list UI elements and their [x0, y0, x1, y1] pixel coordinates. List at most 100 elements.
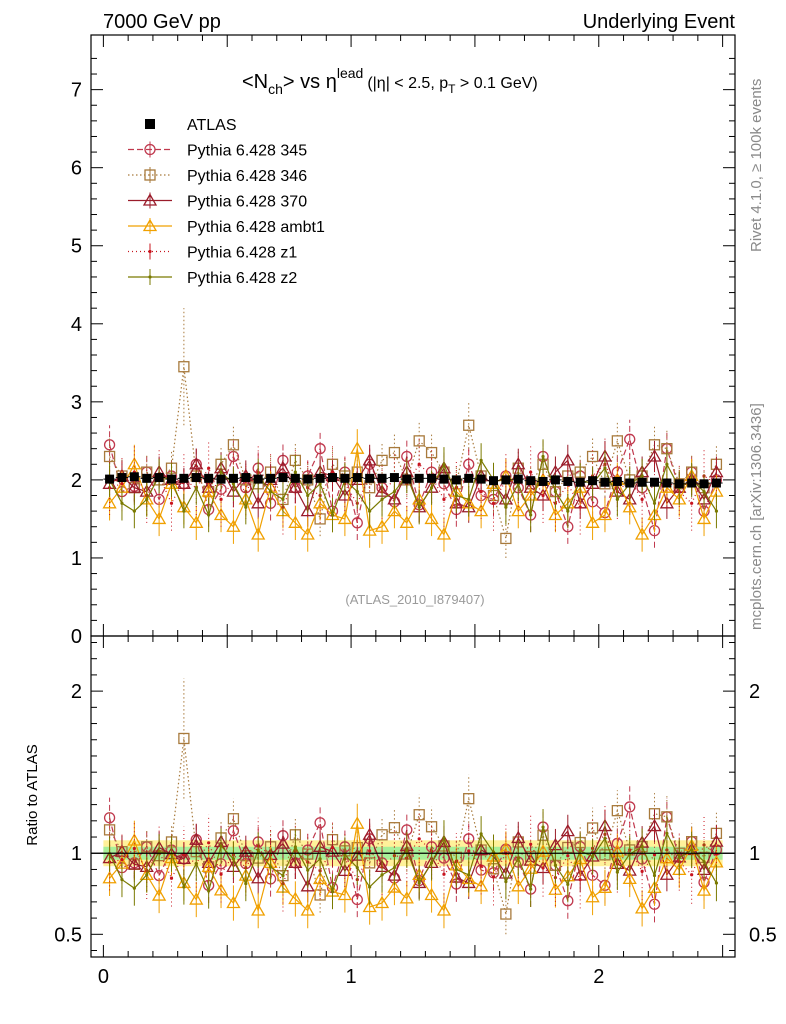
data-point	[566, 509, 570, 513]
main-y-tick-label: 3	[71, 392, 82, 414]
ratio-point	[207, 841, 211, 845]
ratio-y-tick-label: 1	[71, 843, 82, 865]
legend-marker	[142, 193, 158, 206]
ratio-point	[268, 865, 273, 869]
reference-point	[575, 477, 585, 487]
ratio-point	[590, 854, 595, 859]
ratio-point	[405, 848, 409, 852]
reference-point	[154, 473, 164, 483]
reference-point	[253, 474, 263, 484]
ratio-point	[634, 901, 650, 914]
data-point	[330, 513, 335, 517]
reference-point	[489, 476, 498, 486]
ratio-point	[194, 862, 198, 866]
ratio-point	[151, 888, 167, 901]
data-point	[376, 454, 388, 467]
ratio-point	[585, 889, 600, 903]
reference-point	[402, 474, 412, 484]
reference-point	[167, 474, 176, 484]
ratio-point	[219, 844, 223, 848]
data-point	[586, 450, 599, 463]
main-y-tick-label: 2	[71, 470, 82, 492]
data-point	[227, 439, 240, 451]
ratio-point	[330, 846, 335, 850]
data-point	[169, 501, 174, 505]
ratio-point	[343, 853, 347, 857]
main-y-tick-label: 1	[71, 548, 82, 570]
legend-marker-reference	[145, 119, 155, 129]
reference-point	[389, 473, 399, 483]
reference-point	[228, 473, 238, 483]
ratio-point	[479, 864, 483, 868]
ratio-point	[318, 857, 322, 861]
data-point	[219, 470, 223, 474]
data-point	[442, 462, 446, 466]
data-point	[312, 496, 328, 509]
data-point	[362, 523, 377, 536]
ratio-point	[300, 903, 315, 916]
data-point	[288, 480, 303, 493]
data-point	[350, 441, 365, 454]
ratio-point	[463, 833, 475, 845]
ratio-point	[288, 891, 303, 905]
ratio-point	[213, 883, 229, 896]
ratio-point	[429, 861, 434, 865]
ratio-point	[548, 882, 563, 895]
reference-point	[278, 473, 288, 483]
data-point	[640, 474, 644, 478]
ratio-point	[640, 845, 644, 849]
ratio-point	[622, 871, 637, 885]
data-point	[244, 505, 248, 509]
ratio-point	[529, 887, 533, 891]
data-point	[442, 497, 446, 502]
data-point	[529, 513, 533, 517]
main-y-tick-label: 0	[71, 626, 82, 648]
ratio-y-tick-label: 0.5	[54, 924, 82, 946]
data-point	[424, 511, 439, 525]
ratio-point	[132, 886, 136, 890]
reference-point	[538, 476, 548, 486]
ratio-y-tick-label-right: 0.5	[749, 924, 777, 946]
ratio-point	[189, 832, 204, 845]
data-point	[647, 449, 662, 462]
reference-point	[588, 476, 598, 486]
ratio-point	[182, 853, 186, 857]
reference-point	[365, 473, 375, 483]
data-point	[337, 488, 353, 501]
data-point	[132, 509, 136, 513]
reference-point	[600, 477, 610, 487]
legend-label-reference: ATLAS	[187, 117, 237, 134]
ratio-point	[624, 801, 636, 813]
data-point	[603, 466, 607, 470]
ratio-point	[696, 883, 712, 896]
data-point	[288, 515, 303, 528]
data-point	[127, 456, 142, 470]
data-point	[231, 482, 236, 486]
ratio-point	[424, 887, 439, 901]
ratio-point	[603, 836, 607, 841]
ratio-point	[690, 873, 694, 877]
data-point	[417, 505, 421, 509]
data-point	[640, 497, 644, 502]
reference-point	[427, 473, 437, 483]
data-point	[454, 493, 458, 498]
data-point	[560, 453, 575, 466]
ratio-point	[413, 809, 425, 821]
ratio-point	[337, 863, 353, 877]
legend-marker	[142, 218, 158, 232]
data-point	[330, 470, 335, 474]
reference-point	[662, 478, 672, 488]
data-point	[504, 505, 508, 509]
ratio-point	[702, 859, 706, 864]
ratio-point	[227, 813, 240, 825]
main-y-tick-label: 4	[71, 314, 82, 336]
data-point	[219, 497, 223, 502]
ratio-point	[652, 873, 657, 878]
ratio-point	[479, 832, 483, 836]
legend-label: Pythia 6.428 370	[187, 194, 307, 211]
data-point	[399, 515, 414, 528]
data-point	[665, 462, 669, 466]
ratio-point	[312, 871, 328, 885]
ratio-point	[511, 879, 526, 892]
ratio-point	[275, 836, 291, 849]
